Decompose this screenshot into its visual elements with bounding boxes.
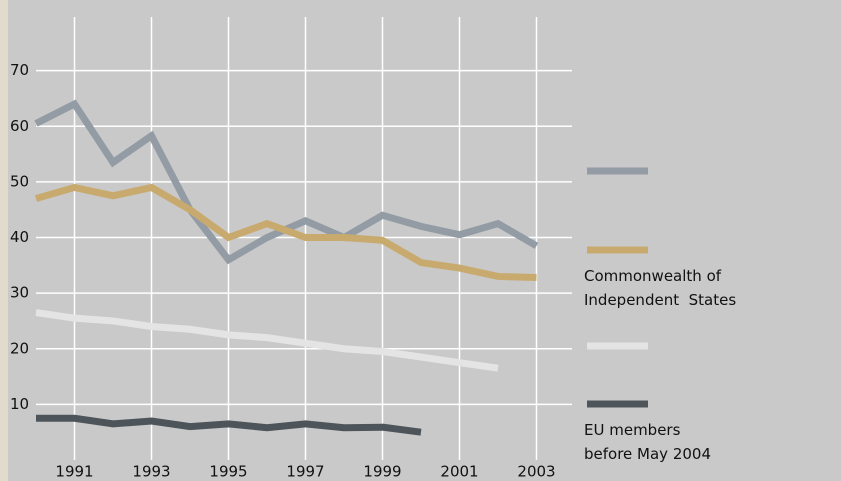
x-tick-label: 1991 [55,463,93,481]
x-tick-label: 1999 [363,463,401,481]
y-tick-label: 20 [10,339,29,357]
y-tick-label: 70 [10,61,29,79]
series-line [36,414,422,436]
y-tick-label: 30 [10,284,29,302]
series-line [35,183,537,282]
x-tick-label: 1997 [286,463,324,481]
y-tick-label: 40 [10,228,29,246]
side-strip [0,0,8,481]
y-tick-label: 60 [10,117,29,135]
x-tick-label: 1995 [209,463,247,481]
x-tick-label: 2003 [517,463,555,481]
y-tick-label: 10 [10,395,29,413]
series-line [35,309,499,372]
legend-label: EU members before May 2004 [584,421,711,463]
x-tick-label: 1993 [132,463,170,481]
legend-label: Commonwealth of Independent States [584,267,736,309]
x-tick-label: 2001 [440,463,478,481]
y-tick-label: 50 [10,172,29,190]
